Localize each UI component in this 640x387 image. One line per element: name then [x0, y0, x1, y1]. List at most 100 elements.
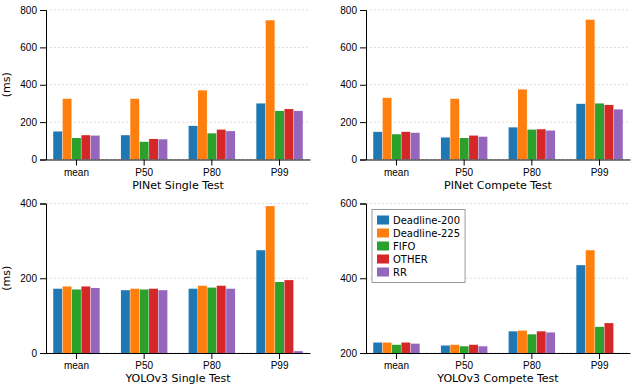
bar — [595, 103, 604, 159]
tick-mark — [360, 10, 366, 11]
legend-label: Deadline-225 — [393, 228, 460, 239]
bar — [576, 265, 585, 353]
x-axis: meanP50P80P99 — [367, 353, 631, 371]
tick: P99 — [591, 353, 609, 371]
bar — [121, 290, 130, 353]
tick-mark — [76, 160, 77, 166]
tick-label: mean — [64, 360, 89, 371]
bar — [275, 282, 284, 353]
bar — [72, 289, 81, 353]
bar-series — [411, 109, 623, 159]
y-axis: 0200400600800 — [340, 5, 366, 166]
tick: P80 — [523, 160, 541, 178]
bar — [460, 138, 469, 159]
bar — [130, 99, 139, 160]
tick-label: P99 — [271, 360, 289, 371]
legend-box — [372, 210, 465, 283]
legend-swatch — [377, 255, 389, 264]
tick-label: P99 — [271, 167, 289, 178]
grid-line — [46, 10, 310, 11]
tick-label: P99 — [591, 360, 609, 371]
tick: P50 — [135, 353, 153, 371]
bar — [72, 138, 81, 159]
tick-label: 400 — [340, 79, 357, 90]
axis-line — [360, 11, 367, 161]
bar-series — [63, 206, 275, 353]
tick: 400 — [20, 79, 46, 90]
tick-label: 200 — [20, 117, 37, 128]
bar-series — [91, 288, 303, 353]
tick-label: 400 — [20, 79, 37, 90]
tick-label: mean — [384, 167, 409, 178]
tick-label: P50 — [455, 360, 473, 371]
bar — [373, 132, 382, 160]
legend-label: FIFO — [393, 241, 415, 252]
bar — [284, 109, 293, 159]
legend-label: OTHER — [393, 254, 428, 265]
tick-label: 400 — [20, 198, 37, 209]
tick-mark — [211, 160, 212, 166]
bar — [294, 111, 303, 160]
tick: P99 — [271, 353, 289, 371]
axis-line — [47, 160, 311, 161]
legend: Deadline-200Deadline-225FIFOOTHERRR — [372, 210, 465, 283]
bar — [401, 132, 410, 160]
bar — [63, 99, 72, 160]
bar — [401, 343, 410, 353]
x-label: YOLOv3 Compete Test — [436, 372, 559, 385]
tick-label: P50 — [135, 167, 153, 178]
bar — [256, 103, 265, 159]
bar-series — [401, 105, 613, 160]
bar — [189, 289, 198, 353]
y-axis: 0200400600800 — [20, 5, 46, 166]
bar — [469, 345, 478, 353]
tick-mark — [599, 353, 600, 359]
legend-item: Deadline-225 — [377, 228, 460, 239]
tick-mark — [40, 160, 46, 161]
tick-mark — [144, 353, 145, 359]
bar — [189, 126, 198, 160]
bar — [392, 345, 401, 353]
tick: 200 — [340, 348, 366, 359]
tick: mean — [64, 160, 89, 178]
grid — [366, 10, 630, 160]
bar — [53, 289, 62, 353]
grid — [46, 204, 310, 354]
bar — [63, 286, 72, 353]
axis-line — [40, 204, 47, 354]
tick-label: P80 — [523, 167, 541, 178]
bars — [53, 206, 303, 353]
bar — [91, 136, 100, 160]
x-label: PINet Compete Test — [444, 179, 552, 192]
bar — [469, 136, 478, 160]
bar — [207, 288, 216, 353]
bar-series — [411, 332, 623, 353]
bar — [130, 289, 139, 353]
bar-series — [392, 327, 604, 353]
tick-label: P80 — [203, 167, 221, 178]
bar — [158, 290, 167, 353]
bar — [460, 346, 469, 353]
tick-label: 600 — [20, 42, 37, 53]
tick-mark — [211, 353, 212, 359]
legend-item: FIFO — [377, 241, 415, 252]
tick-mark — [40, 85, 46, 86]
legend-swatch — [377, 268, 389, 277]
bars — [53, 20, 303, 159]
bar — [546, 131, 555, 160]
tick: P50 — [135, 160, 153, 178]
bar — [217, 286, 226, 353]
bar — [294, 351, 303, 353]
bar — [81, 286, 90, 353]
axis-line — [40, 11, 47, 161]
tick-label: P50 — [135, 360, 153, 371]
tick: 0 — [31, 154, 46, 165]
tick-label: 200 — [340, 348, 357, 359]
bar — [149, 139, 158, 160]
tick-label: 600 — [340, 42, 357, 53]
tick-label: 200 — [340, 117, 357, 128]
bar — [595, 327, 604, 353]
bar — [478, 137, 487, 160]
tick: P80 — [203, 353, 221, 371]
bar-series — [81, 280, 293, 353]
